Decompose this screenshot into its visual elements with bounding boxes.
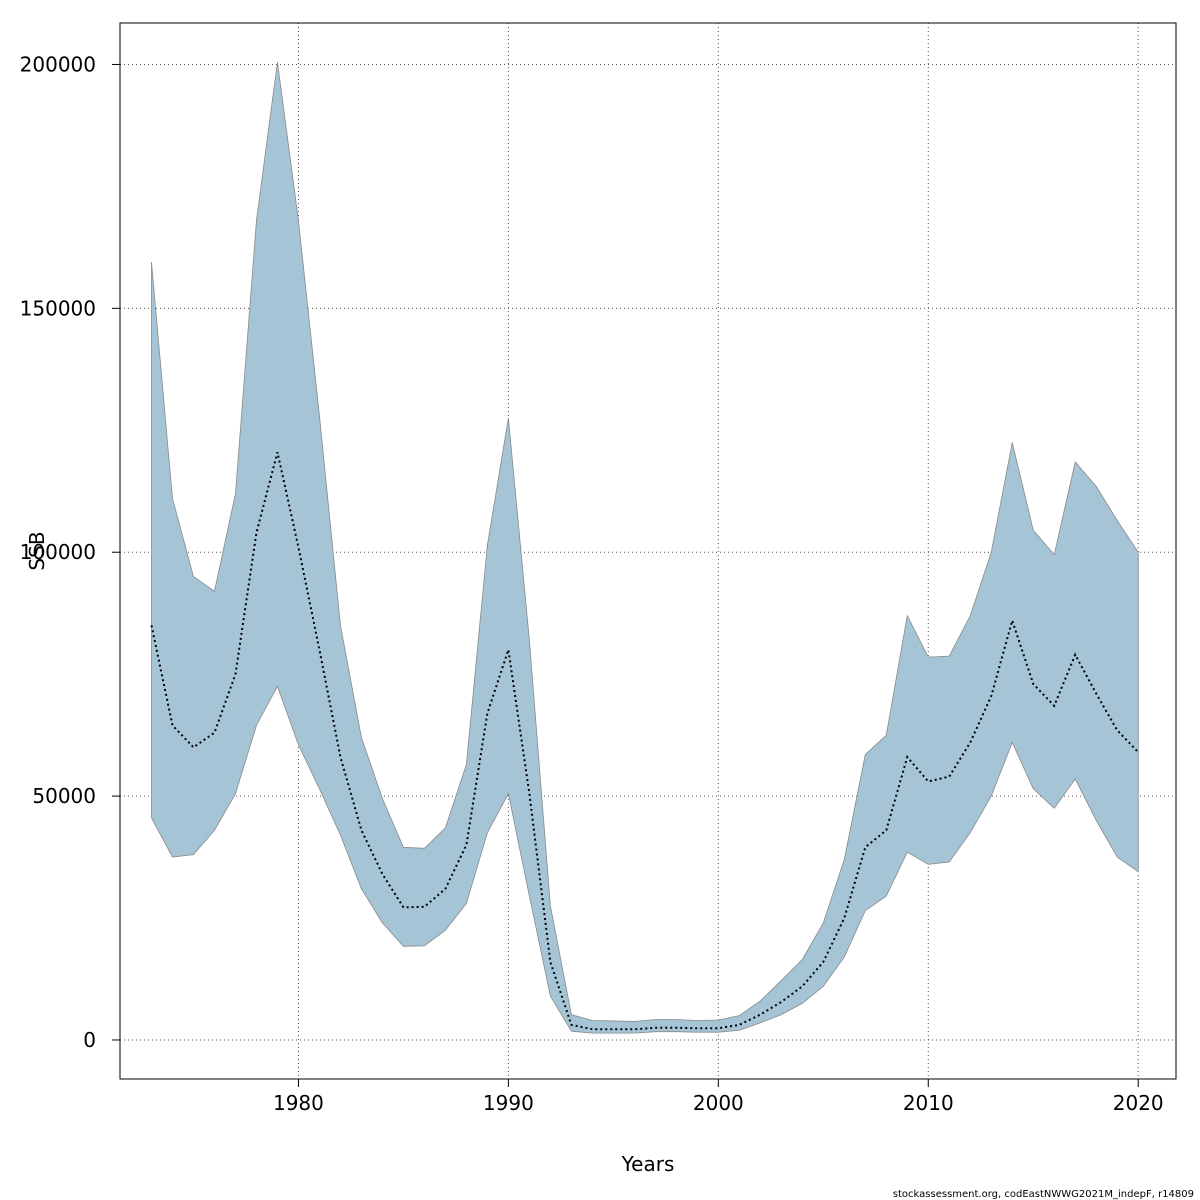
y-tick-label: 200000 (20, 52, 96, 76)
grid-lines (120, 23, 1176, 1079)
axis-ticks: 1980 1990 2000 2010 2020 0 50000 100000 150000 20… (20, 52, 1164, 1115)
plot-frame (119, 22, 1177, 1080)
x-tick-label: 2000 (693, 1091, 744, 1115)
y-tick-label: 150000 (20, 296, 96, 320)
y-tick-label: 0 (83, 1028, 96, 1052)
x-axis-title: Years (621, 1152, 675, 1176)
y-tick-label: 100000 (20, 540, 96, 564)
y-axis-title: SSB (25, 531, 49, 570)
x-tick-label: 2010 (903, 1091, 954, 1115)
x-tick-label: 1980 (273, 1091, 324, 1115)
footer-credit: stockassessment.org, codEastNWWG2021M_in… (893, 1189, 1194, 1200)
x-tick-label: 1990 (483, 1091, 534, 1115)
confidence-band-layer (151, 61, 1139, 1034)
x-tick-label: 2020 (1113, 1091, 1164, 1115)
ssb-line-layer (150, 451, 1139, 1031)
ssb-estimate-line (150, 451, 1139, 1031)
confidence-band (151, 61, 1139, 1034)
y-tick-label: 50000 (32, 784, 96, 808)
